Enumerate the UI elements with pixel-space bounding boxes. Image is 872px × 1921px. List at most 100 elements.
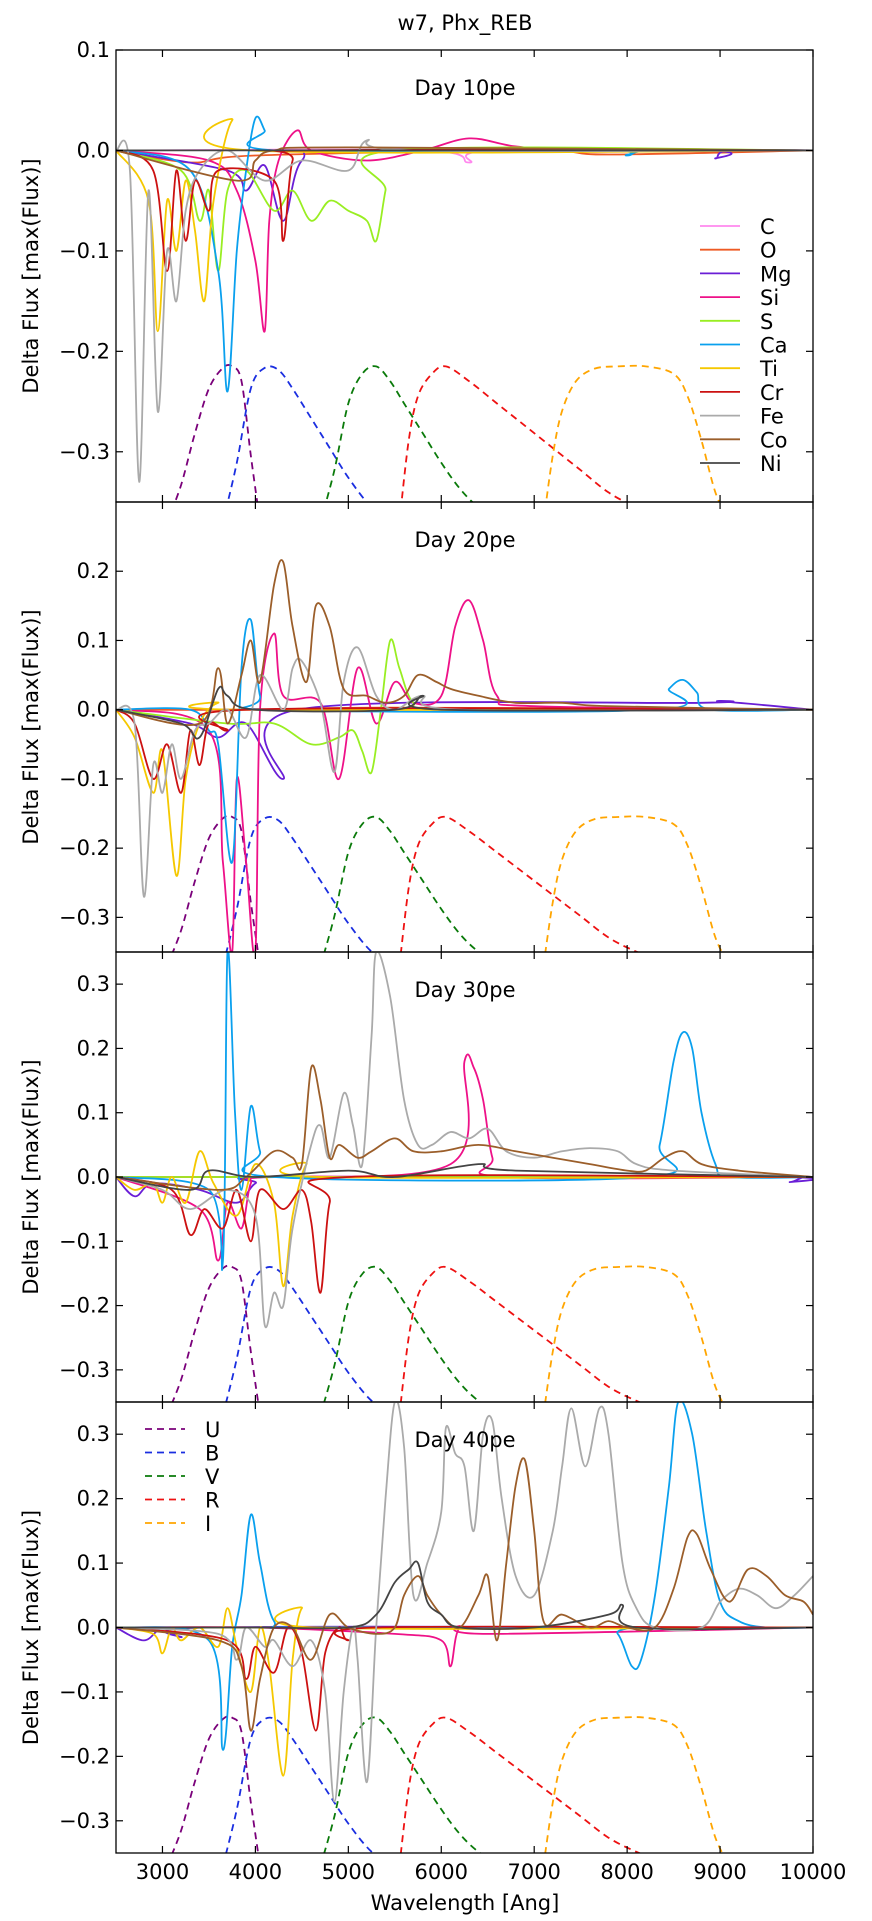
panel-4: −0.3 −0.2 −0.1 0.0 0.1 0.2 0.3 Delta Flux [max(… [19, 1401, 814, 1854]
series-Ca [116, 617, 813, 864]
legend-label-Ca: Ca [760, 334, 788, 358]
filter-curve-V [323, 1265, 482, 1402]
x-tick-label: 6000 [415, 1860, 468, 1884]
series-Cr [116, 1174, 813, 1294]
filter-curve-U [174, 364, 259, 502]
y-tick-label: 0.3 [77, 1422, 110, 1446]
panel-day-label: Day 30pe [414, 978, 515, 1002]
y-tick-label: −0.1 [59, 239, 110, 263]
series-Ni [116, 1560, 813, 1631]
series-S [116, 146, 813, 272]
legend-label-R: R [205, 1489, 220, 1513]
filter-curve-R [400, 365, 628, 502]
y-tick-label: 0.1 [77, 1101, 110, 1125]
panel-plot-area [116, 952, 813, 1402]
filter-curve-B [226, 365, 368, 502]
x-tick-label: 5000 [322, 1860, 375, 1884]
filter-curve-R [399, 1716, 642, 1853]
filter-curve-I [545, 364, 721, 502]
y-tick-label: −0.2 [59, 836, 110, 860]
y-axis-label: Delta Flux [max(Flux)] [19, 1059, 43, 1294]
y-tick-label: −0.3 [59, 905, 110, 929]
y-tick-label: 0.3 [77, 972, 110, 996]
panel-day-label: Day 40pe [414, 1428, 515, 1452]
series-Co [116, 1457, 813, 1732]
y-tick-label: −0.2 [59, 339, 110, 363]
series-Si [116, 599, 813, 952]
y-tick-label: −0.2 [59, 1744, 110, 1768]
panel-plot-area [116, 115, 813, 502]
filter-curve-V [323, 815, 481, 952]
filter-curve-R [400, 815, 640, 952]
legend-label-Co: Co [760, 428, 788, 452]
series-Ca [116, 115, 813, 393]
y-tick-label: 0.2 [77, 1487, 110, 1511]
chart-title: w7, Phx_REB [397, 11, 532, 36]
series-Fe [116, 1402, 813, 1803]
series-Co [116, 559, 813, 726]
y-tick-label: −0.3 [59, 1358, 110, 1382]
y-tick-label: 0.0 [77, 138, 110, 162]
x-tick-label: 8000 [600, 1860, 653, 1884]
y-tick-label: −0.3 [59, 440, 110, 464]
panel-1: −0.3 −0.2 −0.1 0.0 0.1 Delta Flux [max(Flux)]… [19, 38, 814, 503]
x-tick-label: 4000 [229, 1860, 282, 1884]
legend-label-O: O [760, 239, 777, 263]
x-tick-label: 10000 [780, 1860, 847, 1884]
y-tick-label: −0.2 [59, 1294, 110, 1318]
legend-label-Fe: Fe [760, 405, 784, 429]
y-tick-label: 0.0 [77, 698, 110, 722]
filter-curve-I [544, 1265, 724, 1402]
legend-label-I: I [205, 1512, 211, 1536]
panel-day-label: Day 10pe [414, 76, 515, 100]
series-Co [116, 1064, 813, 1191]
y-tick-label: 0.0 [77, 1165, 110, 1189]
series-Cr [116, 707, 813, 794]
y-axis-label: Delta Flux [max(Flux)] [19, 609, 43, 844]
x-tick-label: 3000 [136, 1860, 189, 1884]
filter-curve-R [399, 1265, 642, 1402]
panels-layer: −0.3 −0.2 −0.1 0.0 0.1 Delta Flux [max(Flux)]… [19, 38, 846, 1884]
panel-2: −0.3 −0.2 −0.1 0.0 0.1 0.2 Delta Flux [max(Flu… [19, 501, 814, 953]
y-tick-label: 0.2 [77, 559, 110, 583]
filter-curve-B [225, 1266, 375, 1402]
legend-label-S: S [760, 310, 773, 334]
x-tick-label: 9000 [693, 1860, 746, 1884]
y-tick-label: 0.1 [77, 38, 110, 62]
legend-label-Si: Si [760, 286, 779, 310]
legend-label-V: V [205, 1465, 220, 1489]
series-Ti [116, 701, 813, 877]
y-axis-label: Delta Flux [max(Flux)] [19, 1510, 43, 1745]
legend-label-Mg: Mg [760, 262, 791, 286]
filter-curve-U [171, 1715, 260, 1853]
filter-curve-I [544, 1716, 724, 1853]
legend-label-B: B [205, 1442, 219, 1466]
y-tick-label: −0.1 [59, 1229, 110, 1253]
y-tick-label: −0.1 [59, 767, 110, 791]
y-tick-label: 0.0 [77, 1616, 110, 1640]
filter-curve-V [325, 365, 474, 502]
y-tick-label: 0.1 [77, 628, 110, 652]
panel-plot-area [116, 559, 813, 952]
x-axis-label: Wavelength [Ang] [371, 1891, 560, 1915]
panel-day-label: Day 20pe [414, 528, 515, 552]
legend-label-Ni: Ni [760, 452, 782, 476]
series-Ni [116, 685, 813, 740]
panel-plot-area [116, 1402, 813, 1853]
y-tick-label: −0.3 [59, 1809, 110, 1833]
series-Fe [116, 138, 813, 483]
filter-curve-V [323, 1716, 482, 1853]
legend-label-Ti: Ti [759, 357, 778, 381]
panel-3: −0.3 −0.2 −0.1 0.0 0.1 0.2 0.3 Delta Flux [max(… [19, 951, 814, 1403]
legend-label-C: C [760, 215, 775, 239]
filter-curve-I [544, 815, 723, 952]
series-Fe [116, 952, 813, 1329]
series-Ni [116, 1163, 813, 1191]
filter-curve-B [225, 1716, 375, 1853]
y-tick-label: 0.1 [77, 1551, 110, 1575]
y-tick-label: 0.2 [77, 1036, 110, 1060]
